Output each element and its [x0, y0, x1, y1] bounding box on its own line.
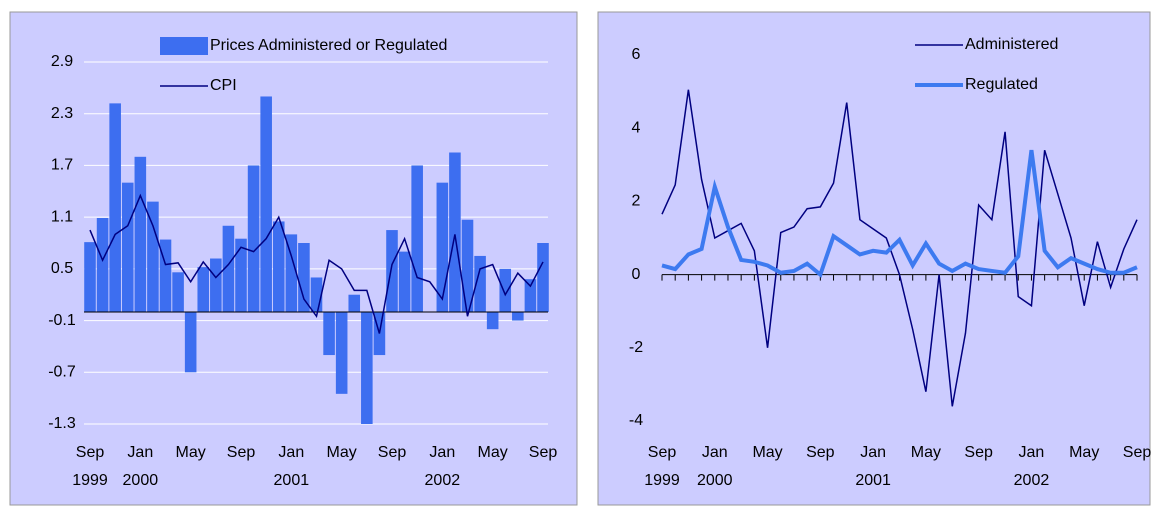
x-tick-label: May: [1069, 444, 1099, 461]
line: [661, 149, 1138, 278]
x-tick-label: Jan 2001: [855, 444, 891, 489]
y-tick-label: 1.7: [51, 157, 73, 174]
bar: [260, 96, 272, 312]
x-tick-label: May: [911, 444, 941, 461]
y-tick-label: 2: [632, 193, 641, 210]
line: [661, 89, 1138, 407]
bar: [461, 219, 474, 312]
x-tick-label: Jan 2001: [274, 444, 310, 489]
x-tick-label: Sep: [1123, 444, 1152, 461]
bar: [121, 182, 134, 312]
bar: [436, 182, 449, 312]
x-tick-label: May: [478, 444, 508, 461]
bar: [298, 243, 310, 312]
x-tick-label: Sep: [227, 444, 256, 461]
bar: [386, 230, 398, 312]
y-tick-label: 2.3: [51, 105, 73, 122]
y-tick-label: -0.1: [48, 312, 76, 329]
x-tick-label: Sep: [529, 444, 558, 461]
bar: [134, 156, 147, 312]
x-tick-label: Sep: [378, 444, 407, 461]
x-tick-label: Jan 2002: [1014, 444, 1050, 489]
bar: [335, 311, 348, 394]
x-tick-label: May: [752, 444, 782, 461]
bar: [449, 152, 461, 312]
y-tick-label: -2: [629, 339, 643, 356]
x-tick-label: Jan 2000: [697, 444, 733, 489]
bar: [159, 239, 172, 312]
bar: [486, 311, 499, 330]
bar: [348, 294, 361, 312]
bar: [512, 311, 524, 321]
y-tick-label: 4: [632, 119, 641, 136]
bar: [184, 311, 197, 373]
line: [89, 193, 544, 334]
legend-label: Prices Administered or Regulated: [210, 37, 447, 54]
bar: [222, 225, 235, 312]
bar: [474, 255, 486, 312]
bar: [172, 272, 184, 312]
bar: [411, 165, 423, 312]
bar: [361, 311, 373, 424]
bar: [210, 258, 222, 312]
y-tick-label: 2.9: [51, 53, 73, 70]
bar: [147, 201, 159, 312]
legend-label: Administered: [965, 36, 1058, 53]
x-tick-label: Sep 1999: [644, 444, 680, 489]
x-tick-label: Sep: [964, 444, 993, 461]
bar: [524, 279, 537, 312]
legend-label: Regulated: [965, 76, 1038, 93]
bar: [272, 221, 285, 312]
legend-swatch: [160, 37, 208, 55]
bar: [398, 251, 411, 312]
bar: [84, 242, 96, 312]
y-tick-label: 0: [632, 266, 641, 283]
bar: [285, 234, 298, 312]
bar: [109, 103, 121, 312]
bar: [235, 238, 247, 312]
x-tick-label: May: [327, 444, 357, 461]
y-tick-label: 6: [632, 46, 641, 63]
right-panel: [597, 11, 1151, 506]
bar: [197, 267, 210, 312]
y-tick-label: -0.7: [48, 364, 76, 381]
bar: [323, 311, 335, 356]
x-tick-label: Sep 1999: [72, 444, 108, 489]
y-tick-label: 0.5: [51, 260, 73, 277]
legend-label: CPI: [210, 77, 237, 94]
x-tick-label: Jan 2000: [123, 444, 159, 489]
x-tick-label: May: [176, 444, 206, 461]
bar: [499, 268, 512, 312]
bar: [96, 218, 109, 312]
y-tick-label: 1.1: [51, 208, 73, 225]
bar: [537, 243, 549, 312]
x-tick-label: Jan 2002: [425, 444, 461, 489]
x-tick-label: Sep: [806, 444, 835, 461]
bar: [310, 277, 323, 312]
bar: [247, 165, 260, 312]
y-tick-label: -1.3: [48, 415, 76, 432]
y-tick-label: -4: [629, 412, 643, 429]
